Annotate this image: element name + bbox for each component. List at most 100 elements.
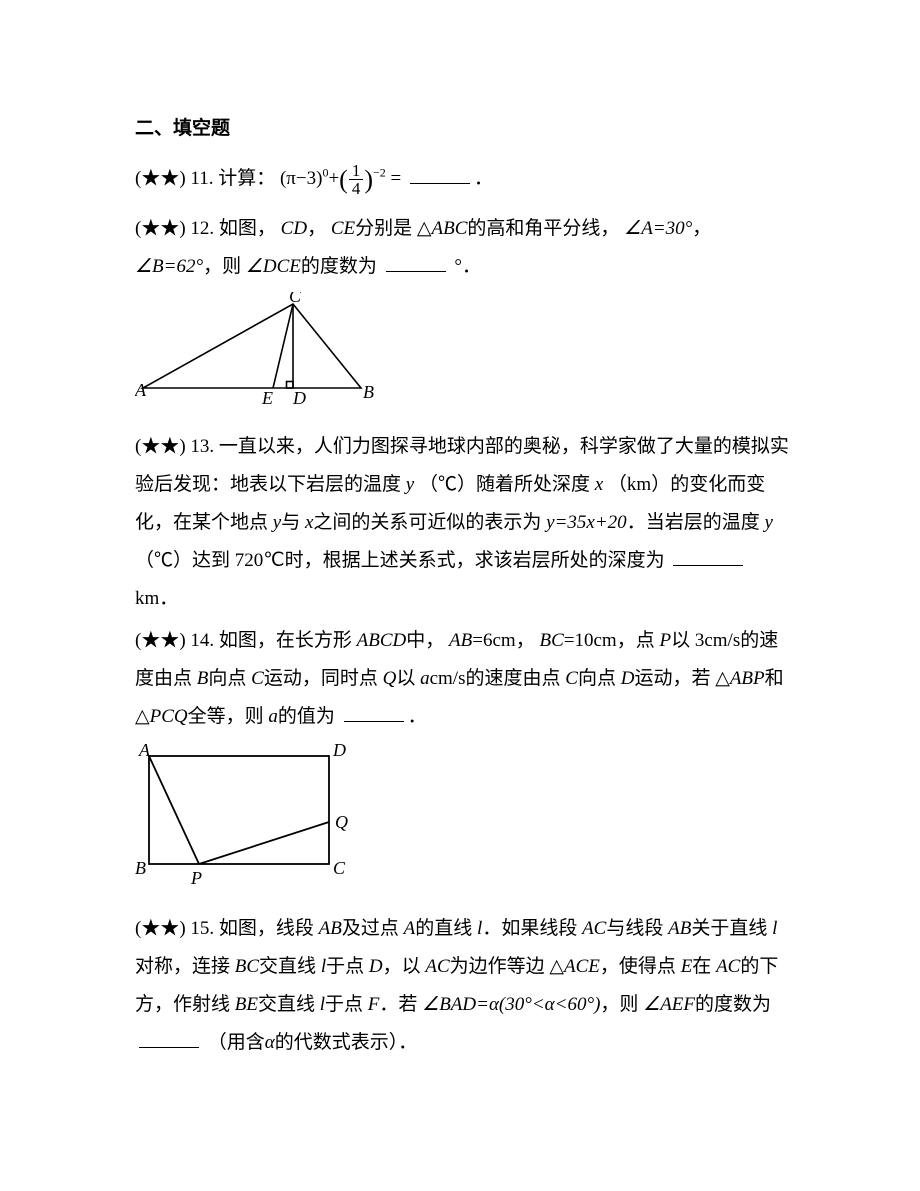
answer-blank <box>673 546 743 566</box>
pt: D <box>621 668 635 689</box>
stars: (★★) <box>135 436 186 457</box>
seg: AB <box>319 918 342 939</box>
angle: ∠AEF <box>643 994 695 1015</box>
seg: AB <box>449 630 472 651</box>
denominator: 4 <box>349 180 364 197</box>
text: 如图， <box>219 218 276 239</box>
text: 于点 <box>326 956 364 977</box>
text: 之间的关系可近似的表示为 <box>313 512 541 533</box>
text: 为边作等边 <box>450 956 545 977</box>
stars: (★★) <box>135 168 186 189</box>
text: 对称，连接 <box>135 956 230 977</box>
pt: C <box>565 668 578 689</box>
text: 计算： <box>218 168 275 189</box>
pt: C <box>251 668 264 689</box>
value: 720℃ <box>235 550 285 571</box>
rparen-icon: ) <box>364 165 373 194</box>
lparen-icon: ( <box>339 165 348 194</box>
var-alpha: α <box>265 1032 275 1053</box>
text: 全等，则 <box>188 706 264 727</box>
pt: A <box>404 918 416 939</box>
qnum: 14. <box>190 630 214 651</box>
text: 中， <box>406 630 444 651</box>
triangle-icon: △ <box>135 706 150 727</box>
pt-B: B <box>363 382 374 402</box>
answer-blank <box>386 252 446 272</box>
tri-label: ACE <box>564 956 600 977</box>
angle: ∠DCE <box>246 256 301 277</box>
text: 与 <box>281 512 300 533</box>
answer-blank <box>139 1028 199 1048</box>
text: 及过点 <box>342 918 399 939</box>
tail: ． <box>474 168 493 189</box>
angle-eq: ∠BAD=α(30°<α<60°) <box>422 994 600 1015</box>
text: 交直线 <box>258 994 315 1015</box>
line: l <box>772 918 777 939</box>
seg: BC <box>539 630 563 651</box>
text: ， <box>516 630 535 651</box>
pt-E: E <box>261 388 273 408</box>
text: 于点 <box>325 994 363 1015</box>
unit: （℃） <box>419 474 476 495</box>
text: ．若 <box>379 994 417 1015</box>
pt-A: A <box>138 742 151 760</box>
text: 以 <box>671 630 690 651</box>
pt: B <box>197 668 209 689</box>
text: ．当岩层的温度 <box>627 512 760 533</box>
tail: ． <box>408 706 427 727</box>
text: 达到 <box>192 550 230 571</box>
stars: (★★) <box>135 918 186 939</box>
var-y: y <box>764 512 772 533</box>
pt-C: C <box>333 858 346 878</box>
text: （用含 <box>208 1032 265 1053</box>
answer-blank <box>344 702 404 722</box>
pt-P: P <box>190 868 202 888</box>
qnum: 15. <box>190 918 214 939</box>
math-base: (π−3) <box>280 168 322 189</box>
seg: AC <box>425 956 449 977</box>
unit-km: km． <box>135 588 178 609</box>
speed-unit: cm/s <box>430 668 466 689</box>
unit: （km） <box>608 474 670 495</box>
pt: F <box>368 994 380 1015</box>
var-a: a <box>268 706 278 727</box>
figure-q14: A D B C P Q <box>135 742 790 904</box>
text: 如图，线段 <box>219 918 314 939</box>
figure-q12: A B C E D <box>135 292 790 422</box>
seg: BE <box>235 994 258 1015</box>
seg: AC <box>582 918 606 939</box>
text: ，则 <box>203 256 241 277</box>
var-y: y <box>406 474 414 495</box>
text: ，则 <box>600 994 638 1015</box>
rect: ABCD <box>357 630 407 651</box>
angle-eq: ∠B=62° <box>135 256 203 277</box>
text: 运动，若 <box>634 668 710 689</box>
section-heading: 二、填空题 <box>135 110 790 148</box>
text: 向点 <box>578 668 616 689</box>
triangle-diagram-icon: A B C E D <box>135 292 375 408</box>
question-12: (★★) 12. 如图， CD， CE分别是 △ABC的高和角平分线， ∠A=3… <box>135 210 790 286</box>
text: 时，根据上述关系式，求该岩层所处的深度为 <box>285 550 665 571</box>
pt-D: D <box>332 742 346 760</box>
text: 分别是 <box>355 218 412 239</box>
text: ，点 <box>617 630 655 651</box>
text: 以 <box>396 668 415 689</box>
text: 关于直线 <box>691 918 767 939</box>
text: 运动，同时点 <box>264 668 378 689</box>
text: 在 <box>692 956 711 977</box>
stars: (★★) <box>135 630 186 651</box>
pt-C: C <box>289 292 302 306</box>
text: 如图，在长方形 <box>219 630 352 651</box>
text: ， <box>692 218 711 239</box>
text: 的值为 <box>278 706 335 727</box>
pt-Q: Q <box>335 812 348 832</box>
seg: BC <box>235 956 259 977</box>
answer-blank <box>410 164 470 184</box>
pt: D <box>369 956 383 977</box>
question-14: (★★) 14. 如图，在长方形 ABCD中， AB=6cm， BC=10cm，… <box>135 622 790 736</box>
var-x: x <box>595 474 603 495</box>
text: 向点 <box>208 668 246 689</box>
text: 的度数为 <box>695 994 771 1015</box>
pt-B: B <box>135 858 146 878</box>
tri-label: ABC <box>432 218 468 239</box>
